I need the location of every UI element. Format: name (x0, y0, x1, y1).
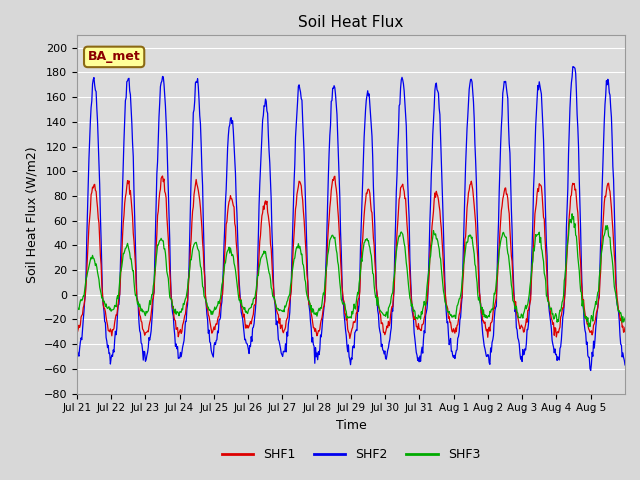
SHF1 (138, 318, 145, 324)
Text: BA_met: BA_met (88, 50, 141, 63)
SHF1 (287, 293, 294, 299)
SHF1 (409, 305, 417, 311)
SHF1 (440, 263, 447, 269)
SHF3 (585, 324, 593, 330)
SHF2 (569, 64, 577, 70)
Title: Soil Heat Flux: Soil Heat Flux (298, 15, 404, 30)
X-axis label: Time: Time (335, 419, 366, 432)
SHF3 (73, 304, 81, 310)
SHF2 (286, 310, 294, 315)
SHF2 (621, 362, 629, 368)
Legend: SHF1, SHF2, SHF3: SHF1, SHF2, SHF3 (217, 443, 485, 466)
SHF3 (438, 273, 446, 279)
SHF2 (238, 312, 246, 318)
SHF1 (346, 336, 354, 341)
SHF1 (159, 173, 166, 179)
SHF2 (587, 368, 595, 373)
SHF3 (568, 211, 576, 216)
SHF3 (238, 303, 246, 309)
SHF2 (438, 180, 446, 186)
SHF3 (265, 270, 273, 276)
Line: SHF1: SHF1 (77, 176, 625, 338)
SHF1 (621, 324, 629, 330)
SHF1 (266, 225, 274, 231)
SHF3 (408, 303, 415, 309)
Line: SHF2: SHF2 (77, 67, 625, 371)
SHF3 (621, 315, 629, 321)
SHF2 (73, 359, 81, 364)
SHF1 (239, 309, 246, 315)
SHF2 (138, 340, 145, 346)
SHF3 (138, 308, 145, 314)
SHF3 (286, 291, 294, 297)
SHF2 (408, 291, 415, 297)
Line: SHF3: SHF3 (77, 214, 625, 327)
Y-axis label: Soil Heat Flux (W/m2): Soil Heat Flux (W/m2) (25, 146, 38, 283)
SHF1 (73, 328, 81, 334)
SHF2 (265, 148, 273, 154)
